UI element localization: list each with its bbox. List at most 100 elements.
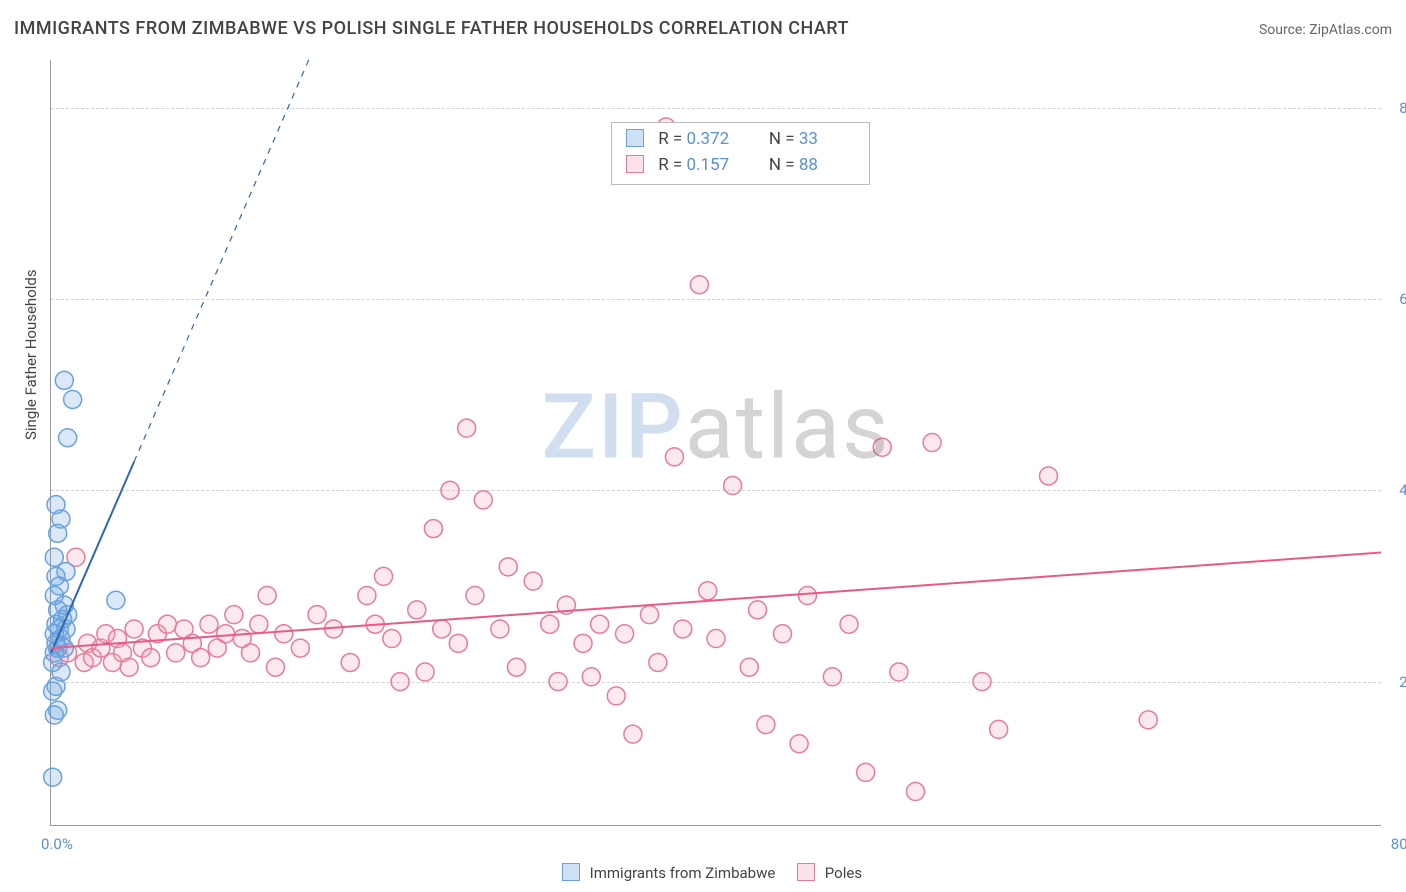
data-point-zimbabwe (45, 548, 63, 566)
stat-label-n: N = (769, 155, 799, 175)
data-point-poles (125, 620, 143, 638)
data-point-poles (757, 716, 775, 734)
data-point-poles (341, 653, 359, 671)
data-point-poles (258, 587, 276, 605)
data-point-zimbabwe (44, 768, 62, 786)
data-point-poles (142, 649, 160, 667)
data-point-poles (358, 587, 376, 605)
data-point-poles (383, 630, 401, 648)
data-point-poles (1139, 711, 1157, 729)
data-point-poles (790, 735, 808, 753)
legend-swatch-poles (626, 155, 644, 173)
data-point-poles (607, 687, 625, 705)
data-point-poles (724, 477, 742, 495)
y-axis-tick-label: 4.0% (1385, 481, 1406, 499)
data-point-poles (624, 725, 642, 743)
data-point-poles (275, 625, 293, 643)
stats-legend-row-poles: R = 0.157 N = 88 (626, 153, 855, 179)
data-point-poles (690, 276, 708, 294)
stats-legend-row-zimbabwe: R = 0.372 N = 33 (626, 127, 855, 153)
scatter-chart: 2.0%4.0%6.0%8.0% ZIPatlas 0.0% 80.0% R =… (50, 60, 1381, 826)
stat-value-r-zimbabwe: 0.372 (686, 127, 742, 153)
data-point-poles (641, 606, 659, 624)
bottom-legend-swatch-poles (797, 863, 815, 881)
regression-line-extend-zimbabwe (134, 60, 309, 462)
data-point-poles (242, 644, 260, 662)
data-point-zimbabwe (64, 390, 82, 408)
bottom-legend-label-poles: Poles (825, 864, 862, 882)
data-point-poles (491, 620, 509, 638)
data-point-zimbabwe (59, 429, 77, 447)
data-point-zimbabwe (107, 591, 125, 609)
data-point-poles (217, 625, 235, 643)
data-point-poles (416, 663, 434, 681)
data-point-poles (250, 615, 268, 633)
x-axis-min-label: 0.0% (41, 835, 73, 853)
data-point-poles (167, 644, 185, 662)
bottom-legend-label-zimbabwe: Immigrants from Zimbabwe (590, 864, 776, 882)
bottom-legend-swatch-zimbabwe (562, 863, 580, 881)
data-point-poles (158, 615, 176, 633)
data-point-poles (466, 587, 484, 605)
y-axis-tick-label: 6.0% (1385, 290, 1406, 308)
data-point-zimbabwe (49, 701, 67, 719)
data-point-poles (200, 615, 218, 633)
stat-label-r: R = (658, 129, 686, 149)
legend-swatch-zimbabwe (626, 129, 644, 147)
bottom-legend: Immigrants from Zimbabwe Poles (0, 863, 1406, 882)
data-point-poles (923, 434, 941, 452)
data-point-poles (225, 606, 243, 624)
data-point-poles (774, 625, 792, 643)
data-point-poles (192, 649, 210, 667)
data-point-poles (707, 630, 725, 648)
data-point-poles (873, 438, 891, 456)
data-point-poles (441, 481, 459, 499)
source-prefix: Source: (1259, 22, 1309, 38)
data-point-zimbabwe (55, 371, 73, 389)
source-name: ZipAtlas.com (1309, 22, 1392, 38)
stat-value-n-zimbabwe: 33 (799, 127, 855, 153)
data-point-poles (424, 520, 442, 538)
data-point-poles (408, 601, 426, 619)
data-point-poles (433, 620, 451, 638)
data-point-poles (449, 634, 467, 652)
data-point-poles (524, 572, 542, 590)
data-point-poles (266, 658, 284, 676)
data-point-poles (973, 673, 991, 691)
data-point-poles (591, 615, 609, 633)
data-point-zimbabwe (47, 496, 65, 514)
data-point-poles (541, 615, 559, 633)
data-point-poles (665, 448, 683, 466)
data-point-poles (740, 658, 758, 676)
chart-source: Source: ZipAtlas.com (1259, 22, 1392, 38)
stats-legend: R = 0.372 N = 33 R = 0.157 N = 88 (611, 122, 870, 185)
data-point-poles (840, 615, 858, 633)
data-point-poles (857, 763, 875, 781)
data-point-poles (574, 634, 592, 652)
y-axis-tick-label: 2.0% (1385, 673, 1406, 691)
data-point-poles (699, 582, 717, 600)
data-point-poles (474, 491, 492, 509)
data-point-poles (749, 601, 767, 619)
stat-value-r-poles: 0.157 (686, 153, 742, 179)
data-point-poles (890, 663, 908, 681)
data-point-poles (823, 668, 841, 686)
data-point-poles (458, 419, 476, 437)
stat-label-n: N = (769, 129, 799, 149)
data-point-poles (798, 587, 816, 605)
x-axis-max-label: 80.0% (1381, 835, 1406, 853)
stat-value-n-poles: 88 (799, 153, 855, 179)
data-point-poles (499, 558, 517, 576)
data-point-poles (649, 653, 667, 671)
data-point-poles (375, 567, 393, 585)
data-point-poles (391, 673, 409, 691)
chart-title: IMMIGRANTS FROM ZIMBABWE VS POLISH SINGL… (14, 18, 849, 39)
data-point-poles (674, 620, 692, 638)
data-point-poles (549, 673, 567, 691)
data-point-poles (291, 639, 309, 657)
y-axis-title: Single Father Households (22, 269, 40, 440)
stat-label-r: R = (658, 155, 686, 175)
data-point-poles (907, 783, 925, 801)
data-point-poles (308, 606, 326, 624)
data-point-poles (990, 720, 1008, 738)
